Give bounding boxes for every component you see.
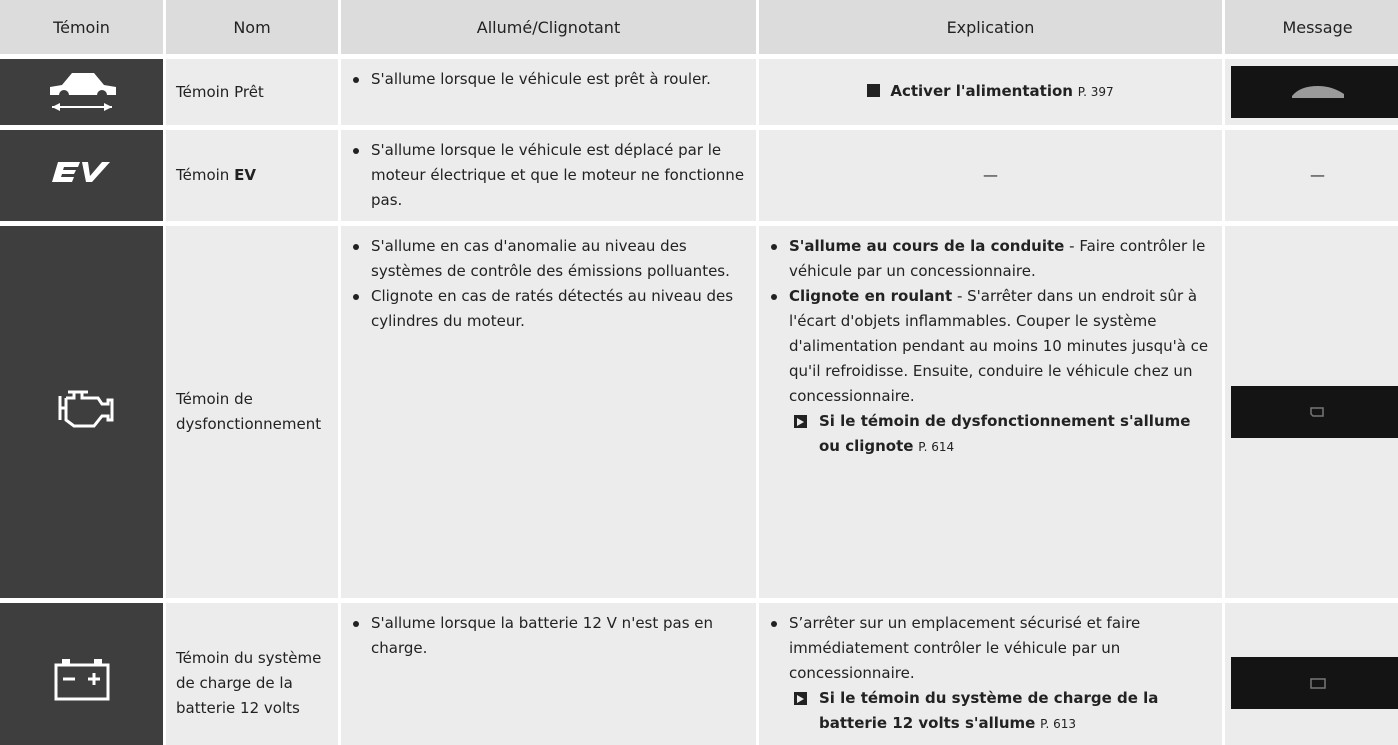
text-segment: Témoin de dysfonctionnement xyxy=(176,390,322,433)
message-cell xyxy=(1225,59,1398,125)
message-cell: — xyxy=(1225,130,1398,221)
indicator-icon xyxy=(0,226,163,598)
name-cell: Témoin de dysfonctionnement xyxy=(166,226,338,598)
message-screenshot xyxy=(1231,386,1398,438)
table-row: Témoin EV S'allume lorsque le véhicule es… xyxy=(0,130,1398,221)
text-segment: EV xyxy=(234,166,256,184)
name-cell: Témoin Prêt xyxy=(166,59,338,125)
ref-arrow-icon xyxy=(794,415,807,428)
text-segment: S'allume lorsque la batterie 12 V n'est … xyxy=(371,614,714,657)
bullet-item: S'allume en cas d'anomalie au niveau des… xyxy=(351,234,746,284)
text-segment: Activer l'alimentation xyxy=(890,82,1073,100)
table-row: Témoin Prêt S'allume lorsque le véhicule … xyxy=(0,59,1398,125)
column-header: Allumé/Clignotant xyxy=(341,0,756,54)
page-reference: Activer l'alimentation P. 397 xyxy=(769,79,1212,105)
lit-cell: S'allume lorsque le véhicule est prêt à … xyxy=(341,59,756,125)
text-segment: Si le témoin de dysfonctionnement s'allu… xyxy=(819,412,1191,455)
bullet-item: S'allume lorsque le véhicule est prêt à … xyxy=(351,67,746,92)
text-segment: S'allume lorsque le véhicule est prêt à … xyxy=(371,70,711,88)
indicator-icon xyxy=(0,130,163,221)
text-segment: - S'arrêter dans un endroit sûr à l'écar… xyxy=(789,287,1209,405)
text-segment: S’arrêter sur un emplacement sécurisé et… xyxy=(789,614,1141,682)
text-segment: S'allume en cas d'anomalie au niveau des… xyxy=(371,237,730,280)
explanation-cell: S’arrêter sur un emplacement sécurisé et… xyxy=(759,603,1222,745)
message-text: — xyxy=(1310,166,1325,184)
text-segment: - Faire contrôler le véhicule par un con… xyxy=(789,237,1206,280)
bullet-item: S'allume au cours de la conduite - Faire… xyxy=(769,234,1212,284)
page-reference: Si le témoin de dysfonctionnement s'allu… xyxy=(769,409,1212,460)
text-segment: Témoin Prêt xyxy=(176,82,264,101)
lit-cell: S'allume en cas d'anomalie au niveau des… xyxy=(341,226,756,598)
message-screenshot xyxy=(1231,657,1398,709)
explanation-cell: S'allume au cours de la conduite - Faire… xyxy=(759,226,1222,598)
indicator-icon xyxy=(0,59,163,125)
lit-cell: S'allume lorsque la batterie 12 V n'est … xyxy=(341,603,756,745)
message-screenshot xyxy=(1231,66,1398,118)
column-header: Explication xyxy=(759,0,1222,54)
text-segment: S'allume lorsque le véhicule est déplacé… xyxy=(371,141,745,209)
bullet-item: S'allume lorsque le véhicule est déplacé… xyxy=(351,138,746,213)
bullet-item: Clignote en roulant - S'arrêter dans un … xyxy=(769,284,1212,409)
text-segment: P. 614 xyxy=(918,440,955,454)
page-reference: Si le témoin du système de charge de la … xyxy=(769,686,1212,737)
ref-arrow-icon xyxy=(867,84,881,97)
text-block: — xyxy=(769,163,1212,188)
explanation-cell: Activer l'alimentation P. 397 xyxy=(759,59,1222,125)
column-header: Nom xyxy=(166,0,338,54)
table-body: Témoin Prêt S'allume lorsque le véhicule … xyxy=(0,59,1398,745)
text-segment: Clignote en roulant xyxy=(789,287,953,305)
text-segment: Si le témoin du système de charge de la … xyxy=(819,689,1159,732)
text-segment: Clignote en cas de ratés détectés au niv… xyxy=(371,287,734,330)
table-row: Témoin du système de charge de la batter… xyxy=(0,603,1398,745)
indicator-icon xyxy=(0,603,163,745)
lit-cell: S'allume lorsque le véhicule est déplacé… xyxy=(341,130,756,221)
column-header: Témoin xyxy=(0,0,163,54)
name-cell: Témoin EV xyxy=(166,130,338,221)
message-cell xyxy=(1225,226,1398,598)
bullet-item: S'allume lorsque la batterie 12 V n'est … xyxy=(351,611,746,661)
text-segment: Témoin xyxy=(176,166,230,184)
text-segment: S'allume au cours de la conduite xyxy=(789,237,1065,255)
explanation-cell: — xyxy=(759,130,1222,221)
bullet-item: Clignote en cas de ratés détectés au niv… xyxy=(351,284,746,334)
message-cell xyxy=(1225,603,1398,745)
ref-arrow-icon xyxy=(794,692,807,705)
text-segment: P. 397 xyxy=(1077,85,1114,99)
header-row: Témoin Nom Allumé/Clignotant Explication Mes… xyxy=(0,0,1398,54)
bullet-item: S’arrêter sur un emplacement sécurisé et… xyxy=(769,611,1212,686)
text-segment: P. 613 xyxy=(1040,717,1077,731)
name-cell: Témoin du système de charge de la batter… xyxy=(166,603,338,745)
table-row: Témoin de dysfonctionnement S'allume en c… xyxy=(0,226,1398,598)
column-header: Message xyxy=(1225,0,1398,54)
text-segment: Témoin du système de charge de la batter… xyxy=(176,648,322,717)
text-segment: — xyxy=(983,166,998,184)
